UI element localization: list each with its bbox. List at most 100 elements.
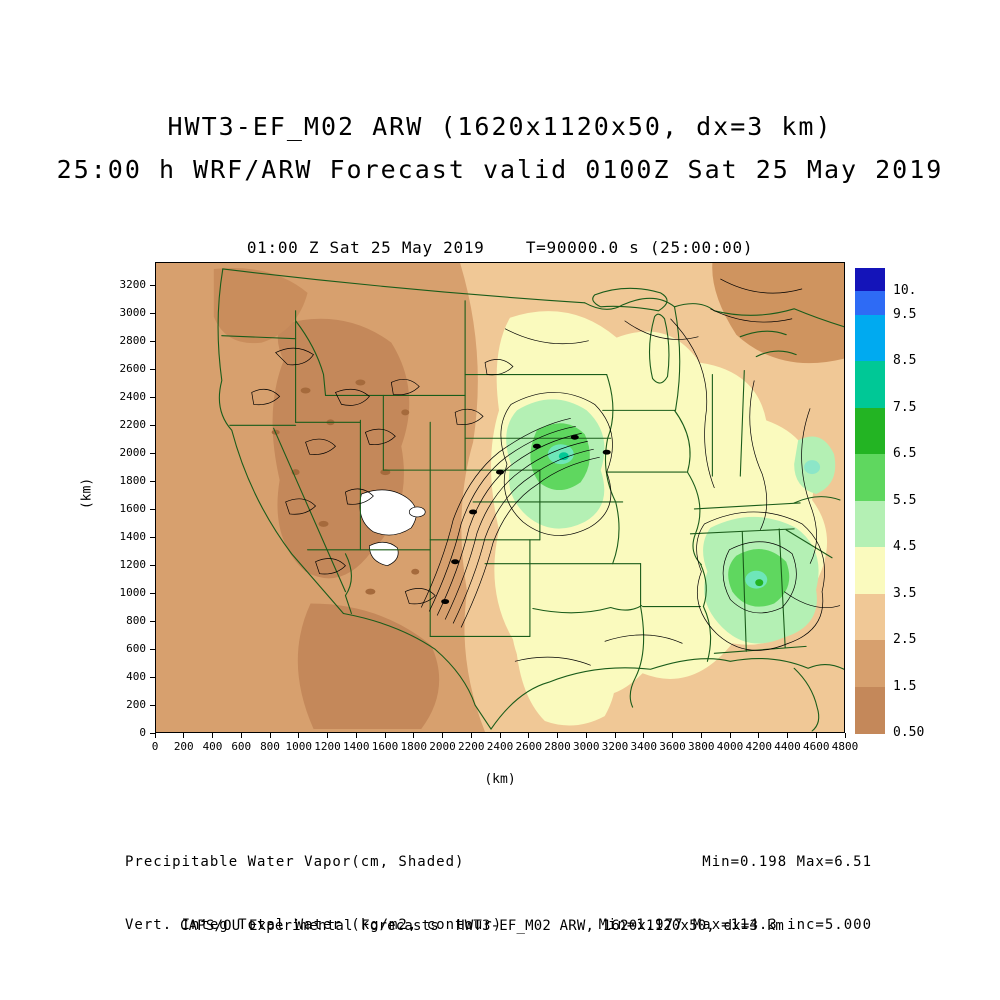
x-tick-label: 2000: [429, 740, 456, 753]
colorbar-tick-label: 4.5: [893, 539, 917, 554]
y-tick-label: 2000: [119, 446, 147, 459]
x-tick-label: 4000: [716, 740, 744, 753]
colorbar-tick-label: 9.5: [893, 306, 917, 322]
x-tick-label: 4400: [774, 740, 801, 753]
x-tick-mark: [557, 733, 558, 738]
map-time-subtitle: 01:00 Z Sat 25 May 2019 T=90000.0 s (25:…: [246, 238, 754, 257]
x-tick-mark: [643, 733, 645, 738]
colorbar-tick-label: 0.50: [893, 725, 925, 740]
colorbar-segment: [855, 686, 885, 734]
x-tick-mark: [700, 733, 702, 738]
x-tick-label: 3200: [601, 740, 629, 753]
x-tick-label: 4200: [745, 740, 773, 753]
terrain-dry-specks: [271, 379, 420, 595]
minmax-legend-block: Min=0.198 Max=6.51 Min=1.977 Max=114.3 i…: [599, 810, 872, 978]
colorbar-segment: [855, 500, 885, 548]
y-tick-label: 600: [126, 642, 146, 655]
x-tick-label: 400: [202, 740, 223, 753]
y-tick-label: 200: [126, 698, 146, 711]
x-tick-label: 1200: [314, 740, 341, 753]
colorbar-tick-label: 6.5: [893, 446, 917, 461]
model-title: HWT3-EF_M02 ARW (1620x1120x50, dx=3 km): [167, 112, 833, 141]
y-tick-mark: [150, 536, 155, 538]
y-tick-label: 400: [126, 670, 146, 683]
x-tick-mark: [154, 733, 156, 738]
contour-field-label: Vert. Integ Total Water (kg/m2, contour): [125, 917, 503, 933]
y-tick-label: 2800: [119, 334, 147, 347]
colorbar-segment: [855, 314, 885, 362]
x-tick-mark: [442, 733, 443, 738]
colorbar-tick-label: 8.5: [893, 353, 917, 368]
x-tick-label: 2600: [515, 740, 543, 753]
x-tick-mark: [413, 733, 415, 738]
contour-minmax-label: Min=1.977 Max=114.3 inc=5.000: [598, 917, 872, 933]
colorbar-tick-label: 7.5: [893, 399, 917, 415]
y-tick-mark: [150, 732, 155, 734]
x-tick-label: 1600: [371, 740, 399, 753]
y-axis-title: (km): [79, 477, 95, 510]
footer-credit: CAPS/OU Experimental Forecasts HWT3-EF_M…: [180, 918, 785, 934]
x-tick-label: 2200: [458, 740, 485, 753]
colorbar-tick-label: 10.: [893, 283, 917, 299]
x-tick-label: 2400: [486, 740, 514, 753]
y-tick-label: 1800: [119, 474, 147, 487]
y-tick-label: 1000: [119, 586, 147, 599]
x-tick-label: 1800: [400, 740, 428, 753]
x-tick-label: 4800: [831, 740, 859, 753]
x-tick-label: 0: [151, 740, 159, 753]
x-tick-mark: [355, 733, 357, 738]
figure-title-block: HWT3-EF_M02 ARW (1620x1120x50, dx=3 km) …: [0, 105, 1000, 191]
colorbar-segment: [855, 454, 885, 501]
forecast-valid-title: 25:00 h WRF/ARW Forecast valid 0100Z Sat…: [56, 155, 944, 184]
y-tick-mark: [150, 508, 155, 510]
colorbar-segment: [855, 640, 885, 687]
x-tick-mark: [212, 733, 213, 738]
y-tick-label: 2200: [119, 418, 147, 431]
x-tick-mark: [614, 733, 616, 738]
x-tick-mark: [758, 733, 760, 738]
x-tick-mark: [298, 733, 300, 738]
x-tick-mark: [240, 733, 242, 738]
x-axis-title: (km): [484, 772, 516, 787]
y-tick-label: 3200: [119, 278, 147, 291]
x-tick-mark: [729, 733, 731, 738]
forecast-map: [156, 263, 844, 732]
y-tick-mark: [150, 368, 155, 370]
y-tick-mark: [150, 480, 155, 482]
colorbar-segment: [855, 291, 885, 315]
x-tick-mark: [384, 733, 386, 738]
y-tick-mark: [150, 620, 155, 622]
colorbar-segment: [855, 361, 885, 408]
y-tick-mark: [150, 564, 155, 566]
x-tick-mark: [528, 733, 530, 738]
field-legend-block: Precipitable Water Vapor(cm, Shaded) Ver…: [125, 810, 502, 978]
shaded-minmax-label: Min=0.198 Max=6.51: [702, 854, 872, 870]
y-tick-mark: [150, 676, 155, 678]
colorbar-tick-label: 1.5: [893, 678, 917, 694]
y-tick-mark: [150, 340, 155, 342]
x-tick-mark: [327, 733, 328, 738]
x-tick-label: 3400: [630, 740, 658, 753]
x-tick-label: 4600: [803, 740, 830, 753]
map-plot-area: [155, 262, 845, 733]
colorbar-segment: [855, 268, 885, 292]
y-tick-mark: [150, 312, 155, 314]
x-tick-mark: [470, 733, 472, 738]
x-tick-mark: [269, 733, 271, 738]
colorbar-tick-label: 5.5: [893, 492, 917, 508]
low-pw-white-patches: [359, 489, 426, 567]
colorbar-segment: [855, 593, 885, 641]
colorbar-tick-label: 2.5: [893, 632, 917, 647]
x-tick-label: 3800: [688, 740, 715, 753]
x-tick-label: 200: [173, 740, 194, 753]
y-tick-label: 2400: [119, 390, 147, 403]
shaded-field-label: Precipitable Water Vapor(cm, Shaded): [125, 854, 465, 870]
y-tick-label: 1600: [119, 502, 147, 515]
contour-lines: [251, 278, 841, 666]
x-tick-label: 800: [260, 740, 280, 753]
y-tick-label: 800: [126, 614, 146, 627]
x-tick-label: 2800: [544, 740, 571, 753]
shaded-field: [156, 263, 844, 732]
y-tick-mark: [150, 452, 155, 454]
